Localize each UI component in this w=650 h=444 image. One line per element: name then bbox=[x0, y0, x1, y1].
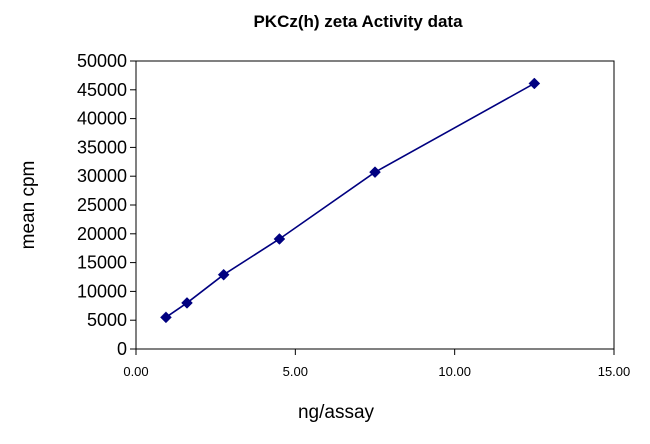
data-point bbox=[273, 233, 286, 245]
series-layer bbox=[160, 77, 541, 324]
x-tick-label: 5.00 bbox=[283, 364, 308, 379]
y-tick-label: 25000 bbox=[77, 195, 127, 215]
y-tick-label: 15000 bbox=[77, 253, 127, 273]
data-point bbox=[217, 268, 230, 281]
y-axis: 0 5000 10000 15000 20000 25000 30000 35000 40000… bbox=[77, 51, 136, 359]
y-tick-label: 35000 bbox=[77, 137, 127, 157]
y-tick-label: 10000 bbox=[77, 281, 127, 301]
y-tick-label: 50000 bbox=[77, 51, 127, 71]
y-tick-label: 20000 bbox=[77, 224, 127, 244]
data-point bbox=[181, 297, 193, 309]
y-tick-label: 30000 bbox=[77, 166, 127, 186]
chart-title: PKCz(h) zeta Activity data bbox=[253, 12, 463, 31]
x-tick-label: 15.00 bbox=[598, 364, 631, 379]
series-line bbox=[165, 82, 535, 318]
plot-area bbox=[135, 60, 615, 350]
y-tick-label: 40000 bbox=[77, 109, 127, 129]
y-axis-title: mean cpm bbox=[18, 161, 39, 250]
x-tick-label: 10.00 bbox=[438, 364, 471, 379]
x-tick-label: 0.00 bbox=[123, 364, 148, 379]
data-point bbox=[369, 166, 381, 179]
y-tick-label: 45000 bbox=[77, 80, 127, 100]
y-tick-label: 0 bbox=[117, 339, 127, 359]
x-axis: 0.00 5.00 10.00 15.00 bbox=[123, 349, 630, 379]
data-point bbox=[160, 311, 172, 324]
data-point bbox=[528, 77, 541, 90]
y-tick-label: 5000 bbox=[87, 310, 127, 330]
x-axis-title: ng/assay bbox=[298, 402, 375, 423]
